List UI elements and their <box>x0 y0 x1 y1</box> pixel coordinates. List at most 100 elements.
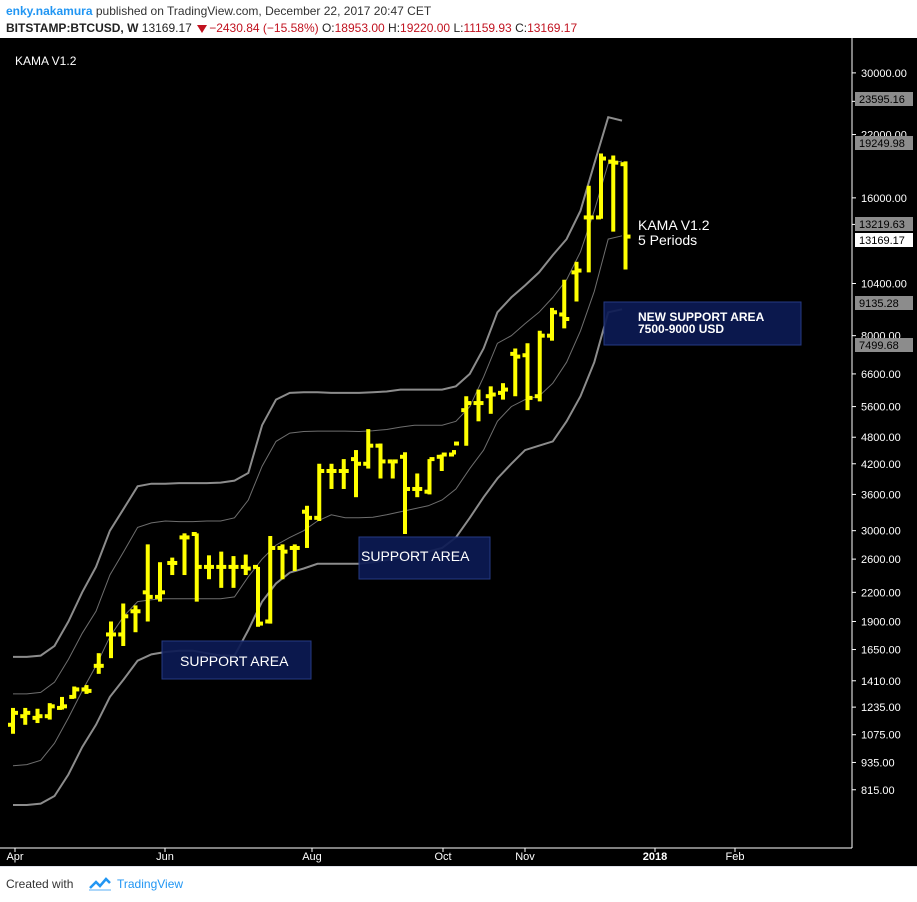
ohlc-bar <box>179 533 190 576</box>
support-area-box-1[interactable]: SUPPORT AREA <box>161 640 312 680</box>
ohlc-bar <box>253 564 263 627</box>
support-area-1-rect <box>161 640 312 680</box>
ohlc-bar <box>534 330 545 402</box>
ohlc-bar <box>449 441 459 457</box>
low-label: L: <box>453 21 464 35</box>
ohlc-bar <box>167 557 178 576</box>
ohlc-bar <box>8 707 18 734</box>
created-with-label: Created with <box>6 877 74 891</box>
ohlc-bar <box>204 555 214 580</box>
y-tick-label: 5600.00 <box>861 402 901 414</box>
open-value: 18953.00 <box>334 21 385 35</box>
y-tick-label: 4800.00 <box>861 432 901 444</box>
ohlc-bar <box>338 459 349 489</box>
price-tag: 13219.63 <box>855 217 913 231</box>
support-area-box-2[interactable]: SUPPORT AREA <box>358 536 491 580</box>
x-tick-label: Aug <box>302 851 322 863</box>
ohlc-bar <box>32 708 43 724</box>
y-tick-label: 815.00 <box>861 785 895 797</box>
y-tick-label: 2200.00 <box>861 587 901 599</box>
y-tick-label: 1900.00 <box>861 616 901 628</box>
x-tick-label: Oct <box>434 851 451 863</box>
ohlc-bar <box>191 532 202 602</box>
chart-background <box>0 38 917 866</box>
ohlc-bar <box>547 307 557 341</box>
ohlc-line: BITSTAMP:BTCUSD, W 13169.17 −2430.84 (−1… <box>6 21 577 35</box>
down-triangle-icon <box>197 24 208 33</box>
ohlc-bar <box>20 707 31 725</box>
band-lower-inner <box>12 235 623 767</box>
close-value: 13169.17 <box>527 21 578 35</box>
ohlc-bar <box>118 603 129 646</box>
ohlc-bar <box>155 562 165 602</box>
price-change: −2430.84 (−15.58%) <box>209 21 319 35</box>
new-support-area-rect <box>603 301 802 346</box>
ohlc-bar <box>216 551 227 588</box>
author-link[interactable]: enky.nakamura <box>6 4 93 18</box>
high-label: H: <box>388 21 401 35</box>
ohlc-bar <box>596 153 606 220</box>
ohlc-bar <box>314 463 325 521</box>
new-support-area-range: 7500-9000 USD <box>638 322 724 336</box>
ohlc-bar <box>228 556 239 588</box>
ohlc-bar <box>620 161 631 270</box>
ohlc-bar <box>485 386 496 414</box>
ohlc-bar <box>57 696 67 710</box>
open-label: O: <box>321 21 335 35</box>
ohlc-bar <box>412 473 423 498</box>
publish-line: enky.nakamura published on TradingView.c… <box>6 4 431 18</box>
price-tag: 19249.98 <box>855 136 913 150</box>
ohlc-bar <box>608 155 619 232</box>
ohlc-bar <box>363 429 374 469</box>
ohlc-bar <box>571 261 582 302</box>
y-tick-label: 10400.00 <box>861 279 907 291</box>
tradingview-logo-icon[interactable] <box>88 877 112 891</box>
price-tag: 23595.16 <box>855 92 913 106</box>
ohlc-bar <box>424 457 435 495</box>
high-value: 19220.00 <box>400 21 451 35</box>
symbol-label[interactable]: BITSTAMP:BTCUSD, W <box>6 21 139 35</box>
support-area-2-label: SUPPORT AREA <box>361 548 470 564</box>
price-tag-label: 7499.68 <box>859 340 899 352</box>
y-tick-label: 935.00 <box>861 757 895 769</box>
price-tag-label: 13219.63 <box>859 219 905 231</box>
ohlc-bar <box>522 343 533 411</box>
ohlc-bar <box>289 544 300 571</box>
ohlc-bar <box>400 452 410 535</box>
time-axis[interactable]: Apr Jun Aug Oct Nov 2018 Feb <box>0 847 852 863</box>
y-tick-label: 3600.00 <box>861 489 901 501</box>
support-area-2-rect <box>358 536 491 580</box>
price-axis[interactable]: 30000.0026000.0022000.0016000.0014000.00… <box>851 38 913 848</box>
ohlc-bar <box>473 389 484 422</box>
annotations: SUPPORT AREA SUPPORT AREA NEW SUPPORT AR… <box>161 217 802 680</box>
x-tick-label: Apr <box>6 851 23 863</box>
ohlc-bar <box>583 185 594 273</box>
kama-bands <box>12 116 623 806</box>
band-upper-inner <box>13 160 623 695</box>
ohlc-bar <box>265 536 276 624</box>
ohlc-bar <box>130 605 141 633</box>
ohlc-bar <box>44 703 55 720</box>
band-upper-outer <box>13 116 623 658</box>
y-tick-label: 30000.00 <box>861 68 907 80</box>
ohlc-bar <box>240 554 251 576</box>
price-tag: 9135.28 <box>855 296 913 310</box>
y-tick-label: 16000.00 <box>861 193 907 205</box>
tradingview-link[interactable]: TradingView <box>117 877 184 891</box>
ohlc-bar <box>93 653 104 674</box>
y-tick-label: 1075.00 <box>861 730 901 742</box>
ohlc-bar <box>326 463 337 489</box>
ohlc-bar <box>302 505 312 548</box>
price-chart[interactable]: KAMA V1.2 SUPPORT AREA SUPPORT AREA NEW … <box>0 38 917 866</box>
new-support-area-box[interactable]: NEW SUPPORT AREA 7500-9000 USD <box>603 301 802 346</box>
price-tag-label: 19249.98 <box>859 138 905 150</box>
price-tag: 7499.68 <box>855 338 913 352</box>
kama-annotation-line1: KAMA V1.2 <box>638 217 710 233</box>
last-price: 13169.17 <box>141 21 192 35</box>
ohlc-bar <box>498 383 508 400</box>
x-tick-label: 2018 <box>643 851 667 863</box>
indicator-label: KAMA V1.2 <box>15 54 77 68</box>
y-tick-label: 6600.00 <box>861 369 901 381</box>
price-tag-label: 23595.16 <box>859 94 905 106</box>
ohlc-bar <box>69 686 80 699</box>
